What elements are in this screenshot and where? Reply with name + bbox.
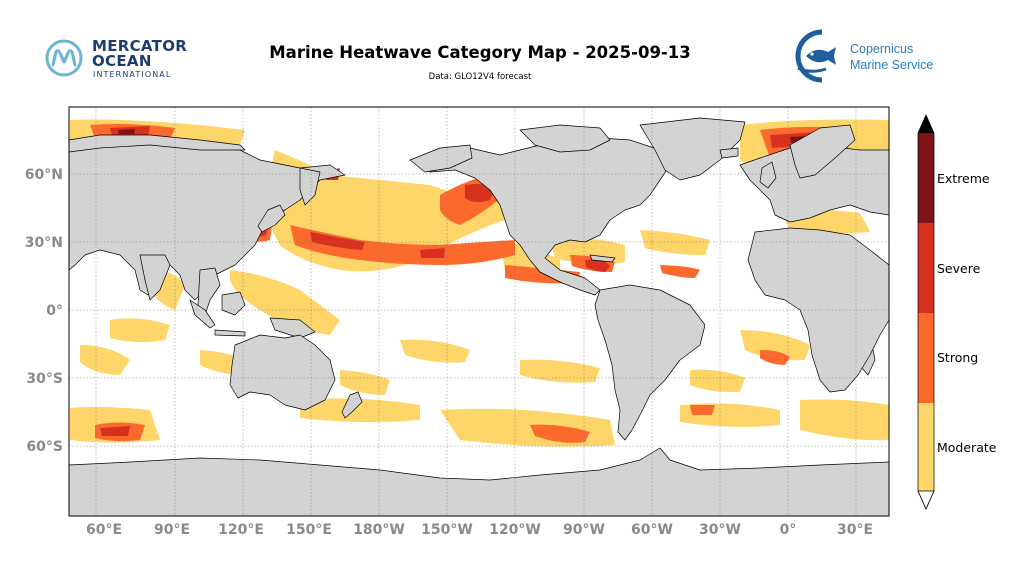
colorbar-segment-extreme	[918, 133, 934, 223]
land-india	[139, 254, 171, 301]
lat-tick-label: 30°S	[26, 371, 63, 387]
mercator-logo-line3: INTERNATIONAL	[93, 70, 172, 79]
mercator-m-wave-icon	[45, 39, 83, 77]
land-alaska	[409, 144, 473, 173]
land-java	[214, 329, 246, 337]
colorbar-label-extreme: Extreme	[937, 171, 990, 186]
map-subtitle: Data: GLO12V4 forecast	[428, 72, 532, 82]
land-uk	[759, 161, 777, 189]
land-arctic-islands	[519, 124, 611, 153]
land-scandinavia	[789, 124, 856, 179]
colorbar-label-moderate: Moderate	[937, 440, 997, 455]
land-new-guinea	[269, 317, 316, 339]
lon-tick-label: 60°W	[631, 522, 673, 538]
land-australia	[229, 334, 336, 411]
land-asia	[69, 139, 346, 301]
copernicus-logo-line1: Copernicus	[850, 42, 914, 56]
land-siberia-coast	[69, 134, 246, 153]
land-borneo	[221, 291, 246, 316]
colorbar-outline	[917, 114, 935, 510]
lon-tick-label: 90°E	[154, 522, 190, 538]
lon-tick-label: 0°	[780, 522, 797, 538]
land-new-zealand	[341, 391, 363, 419]
map-title: Marine Heatwave Category Map - 2025-09-1…	[269, 43, 691, 62]
lat-tick-label: 30°N	[25, 235, 63, 251]
land-greenland	[639, 117, 746, 181]
land-cuba	[589, 254, 616, 263]
lat-tick-label: 60°N	[25, 167, 63, 183]
lon-tick-label: 90°W	[563, 522, 605, 538]
mercator-ocean-logo: MERCATOR OCEAN INTERNATIONAL	[44, 36, 194, 86]
lon-tick-label: 30°E	[837, 522, 873, 538]
colorbar-label-severe: Severe	[937, 261, 981, 276]
map-frame	[68, 106, 890, 517]
lon-tick-label: 120°E	[218, 522, 264, 538]
colorbar-segment-severe	[918, 223, 934, 313]
colorbar-extend-max	[918, 115, 934, 133]
copernicus-fish-icon	[795, 29, 836, 83]
land-sumatra	[189, 299, 216, 329]
land-south-america	[594, 284, 706, 441]
lat-tick-label: 0°	[46, 303, 63, 319]
colorbar-label-strong: Strong	[937, 350, 978, 365]
colorbar-segment-moderate	[918, 403, 934, 491]
lon-tick-label: 30°W	[699, 522, 741, 538]
copernicus-logo-line2: Marine Service	[850, 58, 934, 72]
mercator-logo-line2: OCEAN	[92, 52, 152, 70]
copernicus-marine-logo: Copernicus Marine Service	[792, 28, 942, 84]
land-iceland	[719, 147, 739, 159]
lon-tick-label: 60°E	[86, 522, 122, 538]
lon-tick-label: 150°W	[421, 522, 473, 538]
land-kamchatka	[299, 167, 321, 206]
gridlines	[69, 107, 889, 516]
lat-tick-label: 60°S	[26, 439, 63, 455]
colorbar-segment-strong	[918, 313, 934, 403]
colorbar-extend-min	[917, 490, 935, 510]
lon-tick-label: 120°W	[489, 522, 541, 538]
lon-tick-label: 180°W	[353, 522, 405, 538]
land-japan	[257, 204, 286, 233]
lon-tick-label: 150°E	[286, 522, 332, 538]
lon-tick-labels: 60°E 90°E 120°E 150°E 180°W 150°W 120°W …	[86, 522, 873, 538]
colorbar: Extreme Severe Strong Moderate	[917, 114, 997, 510]
land-antarctica	[69, 447, 889, 516]
mercator-logo-line1: MERCATOR	[92, 37, 188, 55]
lat-tick-labels: 60°N 30°N 0° 30°S 60°S	[25, 167, 63, 455]
